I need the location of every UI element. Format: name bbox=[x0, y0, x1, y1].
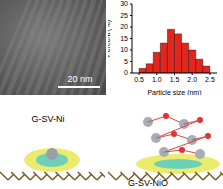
svg-text:25: 25 bbox=[120, 12, 128, 19]
svg-text:G-SV-NiO: G-SV-NiO bbox=[128, 178, 168, 187]
svg-text:0: 0 bbox=[124, 69, 128, 76]
svg-text:Percent (%): Percent (%) bbox=[108, 20, 112, 57]
svg-text:20: 20 bbox=[120, 23, 128, 30]
svg-text:1.0: 1.0 bbox=[152, 76, 162, 83]
svg-text:10: 10 bbox=[120, 46, 128, 53]
svg-text:30: 30 bbox=[120, 0, 128, 7]
svg-text:2.5: 2.5 bbox=[205, 76, 215, 83]
svg-text:20 nm: 20 nm bbox=[67, 74, 92, 84]
svg-text:G-SV-Ni: G-SV-Ni bbox=[31, 114, 64, 124]
svg-text:0.5: 0.5 bbox=[134, 76, 144, 83]
svg-text:15: 15 bbox=[120, 35, 128, 42]
svg-text:Particle size (nm): Particle size (nm) bbox=[147, 89, 201, 95]
svg-text:5: 5 bbox=[124, 58, 128, 65]
svg-text:1.5: 1.5 bbox=[170, 76, 180, 83]
svg-text:2.0: 2.0 bbox=[187, 76, 197, 83]
